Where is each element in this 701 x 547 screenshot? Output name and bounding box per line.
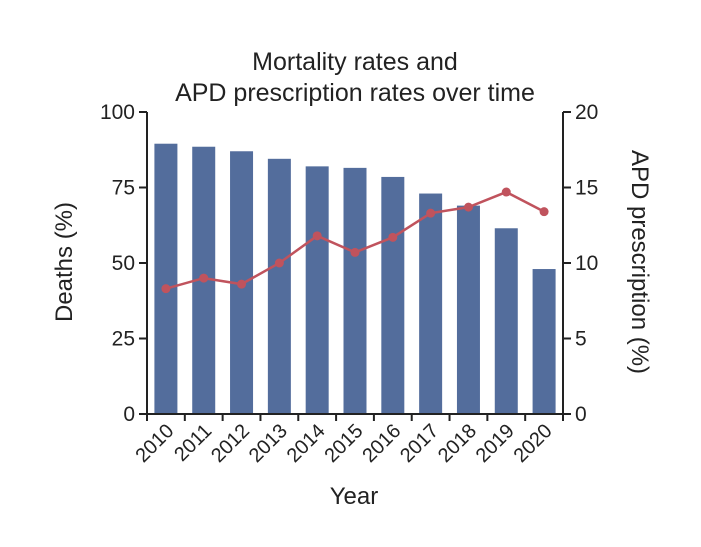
chart-title-line-1: Mortality rates and [252,48,458,76]
right-axis-ticks: 0 5 10 15 20 [563,101,598,426]
bar [532,269,556,414]
right-tick-label: 20 [575,101,598,124]
x-axis-title: Year [330,483,379,510]
x-tick-label: 2012 [207,420,254,467]
left-tick-label: 50 [112,252,135,275]
x-tick-label: 2018 [434,420,481,467]
left-axis-ticks: 0 25 50 75 100 [100,101,147,426]
y2-axis-title: APD prescription (%) [626,150,653,374]
line-point [463,202,473,212]
left-tick-label: 25 [112,328,135,351]
chart-title-line-2: APD prescription rates over time [175,79,535,107]
x-tick-label: 2020 [510,420,557,467]
bar [494,228,518,414]
line-point [237,279,247,289]
right-tick-label: 10 [575,252,598,275]
x-tick-label: 2013 [245,420,292,467]
x-tick-label: 2011 [170,420,216,466]
bar [381,176,405,414]
y-axis-title: Deaths (%) [51,202,78,322]
right-tick-label: 0 [575,403,587,426]
line-point [199,273,209,283]
x-tick-label: 2014 [283,420,330,467]
left-tick-label: 75 [112,177,135,200]
left-tick-label: 100 [100,101,135,124]
x-tick-label: 2017 [396,420,443,467]
line-point [312,231,322,241]
line-point [501,187,511,197]
line-point [274,258,284,268]
line-point [388,232,398,242]
bar [154,143,178,414]
x-axis-ticks: 2010201120122013201420152016201720182019… [131,414,564,467]
bar [419,193,443,414]
bar-series [154,143,556,415]
right-tick-label: 5 [575,328,587,351]
bar [305,166,329,414]
line-series [161,187,549,294]
line-point [161,284,171,294]
bar [267,158,291,414]
right-tick-label: 15 [575,177,598,200]
x-tick-label: 2015 [321,420,368,467]
line-point [539,207,549,217]
bar [343,167,367,414]
left-tick-label: 0 [123,403,135,426]
x-tick-label: 2016 [358,420,405,467]
x-tick-label: 2019 [472,420,519,467]
line-point [350,247,360,257]
x-tick-label: 2010 [131,420,178,467]
bar [456,205,480,414]
line-point [426,208,436,218]
